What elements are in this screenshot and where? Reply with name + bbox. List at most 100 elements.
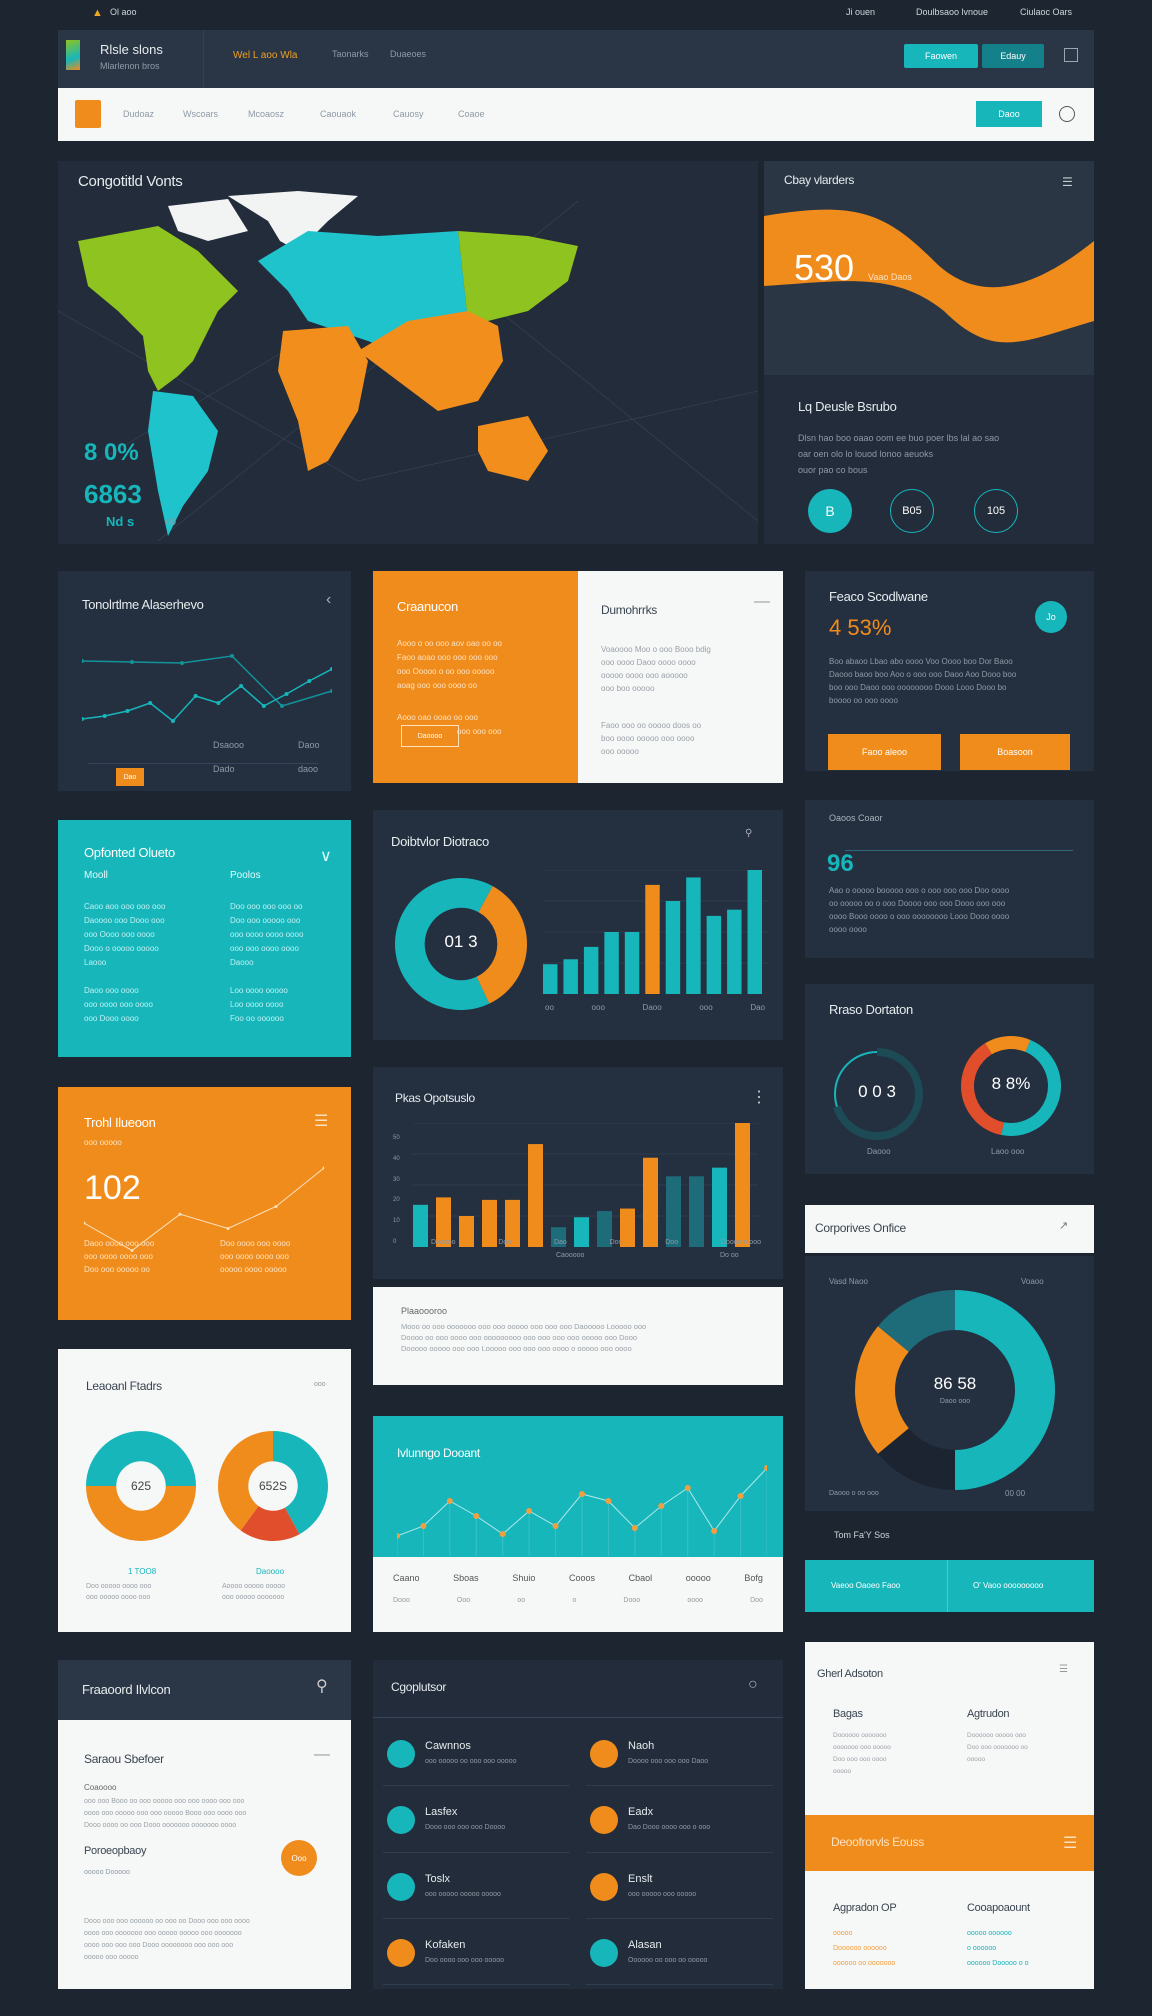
bar <box>706 915 722 994</box>
top-link-2[interactable]: Ciulaoc Oars <box>1020 7 1073 17</box>
feature-sub-2: Poroeopbaoy <box>84 1845 147 1857</box>
category-item[interactable]: Naoh Doooo ooo ooo ooo Daoo <box>586 1720 773 1787</box>
nav-item[interactable]: Duaeoes <box>390 49 427 59</box>
collapse-icon[interactable]: — <box>314 1746 330 1763</box>
text-line: Dooo oooo oo ooo Dooo ooooooo ooooooo oo… <box>84 1822 237 1829</box>
category-name: Alasan <box>628 1938 662 1951</box>
data-point <box>420 1523 427 1529</box>
category-item[interactable]: Enslt ooo ooooo ooo ooooo <box>586 1853 773 1919</box>
legend-menu[interactable]: ooo <box>314 1381 326 1388</box>
data-point <box>737 1493 744 1499</box>
minimize-icon[interactable]: — <box>754 593 770 610</box>
link[interactable]: oooooo oo ooooooo <box>833 1960 896 1967</box>
teal-bar-right[interactable]: O' Vaoo ooooooooo <box>973 1581 1044 1590</box>
menu-icon[interactable]: ☰ <box>314 1113 329 1130</box>
region-arctic-islands <box>168 199 248 241</box>
distribution-donut <box>395 878 527 1010</box>
pin-icon[interactable]: ⚲ <box>745 828 753 839</box>
circle-button-3[interactable]: 105 <box>974 489 1018 533</box>
link[interactable]: ooooo <box>833 1930 853 1937</box>
subnav-item[interactable]: Cauosy <box>393 109 424 119</box>
link[interactable]: ooooo oooooo <box>967 1930 1012 1937</box>
expand-icon[interactable]: ↗ <box>1059 1220 1069 1232</box>
category-item[interactable]: Kofaken Doo oooo ooo ooo ooooo <box>383 1919 570 1985</box>
text-line: Loo oooo oooo <box>230 1000 284 1009</box>
column-header[interactable]: Shuio <box>512 1573 536 1583</box>
secondary-button[interactable]: Edauy <box>982 44 1044 68</box>
primary-button[interactable]: Faowen <box>904 44 978 68</box>
column-header[interactable]: Caano <box>393 1573 420 1583</box>
dropdown-icon[interactable]: ∨ <box>320 848 332 865</box>
menu-square-icon[interactable] <box>75 100 101 128</box>
text-line: ooo boo ooooo <box>601 684 655 693</box>
menu-icon[interactable]: ☰ <box>1062 175 1073 189</box>
menu-icon[interactable]: ☰ <box>1059 1664 1068 1675</box>
feature-circle-button[interactable]: Ooo <box>281 1840 317 1876</box>
nav-item[interactable]: Taonarks <box>332 49 369 59</box>
general-col-3: Agpradon OP <box>833 1902 897 1914</box>
teal-action-bar[interactable]: Vaeoo Oaoeo Faoo O' Vaoo ooooooooo <box>805 1560 1094 1612</box>
subnav-item[interactable]: Mcoaosz <box>248 109 285 119</box>
category-item[interactable]: Eadx Dao Dooo oooo ooo o ooo <box>586 1786 773 1853</box>
text-line: Faoo aoao ooo ooo ooo ooo <box>397 653 498 662</box>
refresh-icon[interactable]: ○ <box>748 1676 758 1693</box>
top-link-1[interactable]: Doulbsaoo lvnoue <box>916 7 989 17</box>
subnav-item[interactable]: Wscoars <box>183 109 219 119</box>
donut-slice <box>218 1431 273 1531</box>
general-band[interactable]: Deoofrorvls Eouss ☰ <box>805 1815 1094 1871</box>
search-icon[interactable]: ⚲ <box>316 1678 328 1695</box>
topbar: ▲ Ol aoo Ji ouen Doulbsaoo lvnoue Ciulao… <box>0 0 1152 28</box>
column-header[interactable]: Sboas <box>453 1573 479 1583</box>
info-text-line: Dlsn hao boo oaao oom ee buo poer lbs la… <box>798 433 1000 443</box>
circle-button-2[interactable]: B05 <box>890 489 934 533</box>
data-point <box>178 1212 182 1216</box>
x-axis-labels: Daoooo Doo Dao Doo Doo Doooo o ooo <box>431 1235 761 1251</box>
split-right-text2: Faoo ooo oo ooooo doos oo boo oooo ooooo … <box>601 719 701 758</box>
category-item[interactable]: Alasan Oooooo oo ooo oo ooooo <box>586 1919 773 1985</box>
optimized-col1: Mooll <box>84 870 108 881</box>
subnav-button[interactable]: Daoo <box>976 101 1042 127</box>
split-outline-button[interactable]: Daoooo <box>401 725 459 747</box>
column-header[interactable]: ooooo <box>685 1573 711 1583</box>
text-line: ooo oooo ooo oooo <box>84 1000 153 1009</box>
teal-bar-left[interactable]: Vaeoo Oaoeo Faoo <box>831 1581 901 1590</box>
focus-button-1[interactable]: Faoo aleoo <box>828 734 941 770</box>
text-line: ooo oooo oooo ooo <box>220 1252 289 1261</box>
link[interactable]: Doooooo oooooo <box>833 1945 887 1952</box>
focus-button-2[interactable]: Boasoon <box>960 734 1070 770</box>
circle-button-1[interactable]: B <box>808 489 852 533</box>
user-link[interactable]: Ji ouen <box>846 7 876 17</box>
bar <box>413 1204 428 1247</box>
text-line: ooooo ooo ooooo <box>84 1954 139 1961</box>
data-point <box>552 1523 559 1529</box>
link[interactable]: o oooooo <box>967 1945 997 1952</box>
bar <box>689 1176 704 1247</box>
info-text-line: ouor pao co bous <box>798 465 868 475</box>
donut-slice <box>855 1326 909 1454</box>
category-item[interactable]: Lasfex Dooo ooo ooo ooo Doooo <box>383 1786 570 1853</box>
category-item[interactable]: Toslx ooo ooooo ooooo ooooo <box>383 1853 570 1919</box>
menu-icon[interactable]: ☰ <box>1063 1835 1078 1852</box>
column-header[interactable]: Cbaol <box>628 1573 653 1583</box>
trend-button[interactable]: Dao <box>116 768 144 786</box>
window-icon[interactable] <box>1064 48 1078 62</box>
link[interactable]: oooooo Dooooo o o <box>967 1960 1029 1967</box>
column-header[interactable]: Cooos <box>568 1573 595 1583</box>
column-header[interactable]: Bofg <box>744 1573 763 1583</box>
subnav-item[interactable]: Coaoe <box>458 109 485 119</box>
subnav-item[interactable]: Dudoaz <box>123 109 155 119</box>
brand-name[interactable]: Ol aoo <box>110 7 137 17</box>
focus-badge[interactable]: Jo <box>1035 601 1067 633</box>
nav-item-active[interactable]: Wel L aoo Wla <box>233 50 298 61</box>
category-desc: Dao Dooo oooo ooo o ooo <box>628 1824 711 1832</box>
back-icon[interactable]: ‹ <box>326 591 332 608</box>
x-label: Doo <box>498 1239 512 1246</box>
contract-foot-left: Daooo o oo ooo <box>829 1490 879 1497</box>
world-map[interactable] <box>58 161 758 544</box>
text-line: Aooo oao ooao oo ooo <box>397 713 478 722</box>
text-line: Daooo baoo boo Aoo o ooo ooo Daoo Aoo Do… <box>829 670 1017 679</box>
category-item[interactable]: Cawnnos ooo ooooo oo ooo ooo ooooo <box>383 1720 570 1787</box>
subnav-item[interactable]: Caouaok <box>320 109 357 119</box>
settings-icon[interactable] <box>1059 106 1075 122</box>
more-icon[interactable]: ⋮ <box>751 1089 767 1106</box>
